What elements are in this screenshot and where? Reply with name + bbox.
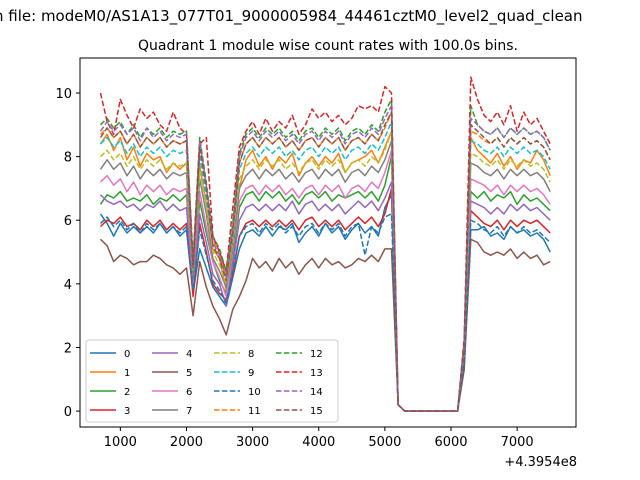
legend-label-5: 5: [186, 368, 192, 379]
series-2-line: [99, 155, 551, 412]
plot-lines: [99, 76, 551, 412]
y-tick-label: 6: [64, 214, 72, 229]
series-1-line: [99, 130, 551, 412]
legend-label-7: 7: [186, 406, 192, 417]
legend-label-9: 9: [248, 368, 254, 379]
series-10-line: [99, 213, 551, 412]
series-5-line: [99, 238, 551, 412]
legend-label-3: 3: [124, 406, 130, 417]
series-8-line: [99, 130, 551, 412]
legend-label-4: 4: [186, 349, 192, 360]
y-tick-label: 4: [64, 278, 72, 293]
x-tick-label: 1000: [104, 435, 137, 450]
legend-label-0: 0: [124, 349, 130, 360]
y-tick-label: 0: [64, 405, 72, 420]
x-tick-label: 4000: [302, 435, 335, 450]
legend-box: [85, 339, 339, 423]
legend-label-15: 15: [310, 406, 323, 417]
y-tick-label: 2: [64, 341, 72, 356]
y-axis: 0 2 4 6 8 10: [55, 87, 80, 420]
window-title: n file: modeM0/AS1A13_077T01_9000005984_…: [0, 7, 583, 26]
legend-label-1: 1: [124, 368, 130, 379]
y-tick-label: 8: [64, 151, 72, 166]
x-tick-label: 5000: [368, 435, 401, 450]
series-7-line: [99, 139, 551, 412]
x-tick-label: 2000: [170, 435, 203, 450]
x-offset-label: +4.3954e8: [504, 455, 577, 470]
chart-title: Quadrant 1 module wise count rates with …: [138, 38, 518, 54]
series-15-line: [99, 111, 551, 412]
plot-frame: [79, 57, 577, 428]
x-axis: 1000 2000 3000 4000 5000 6000 7000: [104, 427, 534, 450]
series-6-line: [99, 149, 551, 412]
series-9-line: [99, 120, 551, 412]
x-tick-label: 7000: [501, 435, 534, 450]
series-14-line: [99, 104, 551, 412]
legend-label-8: 8: [248, 349, 254, 360]
y-tick-label: 10: [55, 87, 72, 102]
legend-label-10: 10: [248, 387, 261, 398]
series-11-line: [99, 111, 551, 412]
x-tick-label: 3000: [236, 435, 269, 450]
legend-label-2: 2: [124, 387, 130, 398]
legend-label-13: 13: [310, 368, 323, 379]
legend-label-14: 14: [310, 387, 323, 398]
series-12-line: [99, 98, 551, 412]
legend-label-6: 6: [186, 387, 192, 398]
series-4-line: [99, 181, 551, 412]
legend-label-12: 12: [310, 349, 323, 360]
legend-label-11: 11: [248, 406, 261, 417]
series-13-line: [99, 76, 551, 412]
series-3-line: [99, 187, 551, 412]
x-tick-label: 6000: [434, 435, 467, 450]
